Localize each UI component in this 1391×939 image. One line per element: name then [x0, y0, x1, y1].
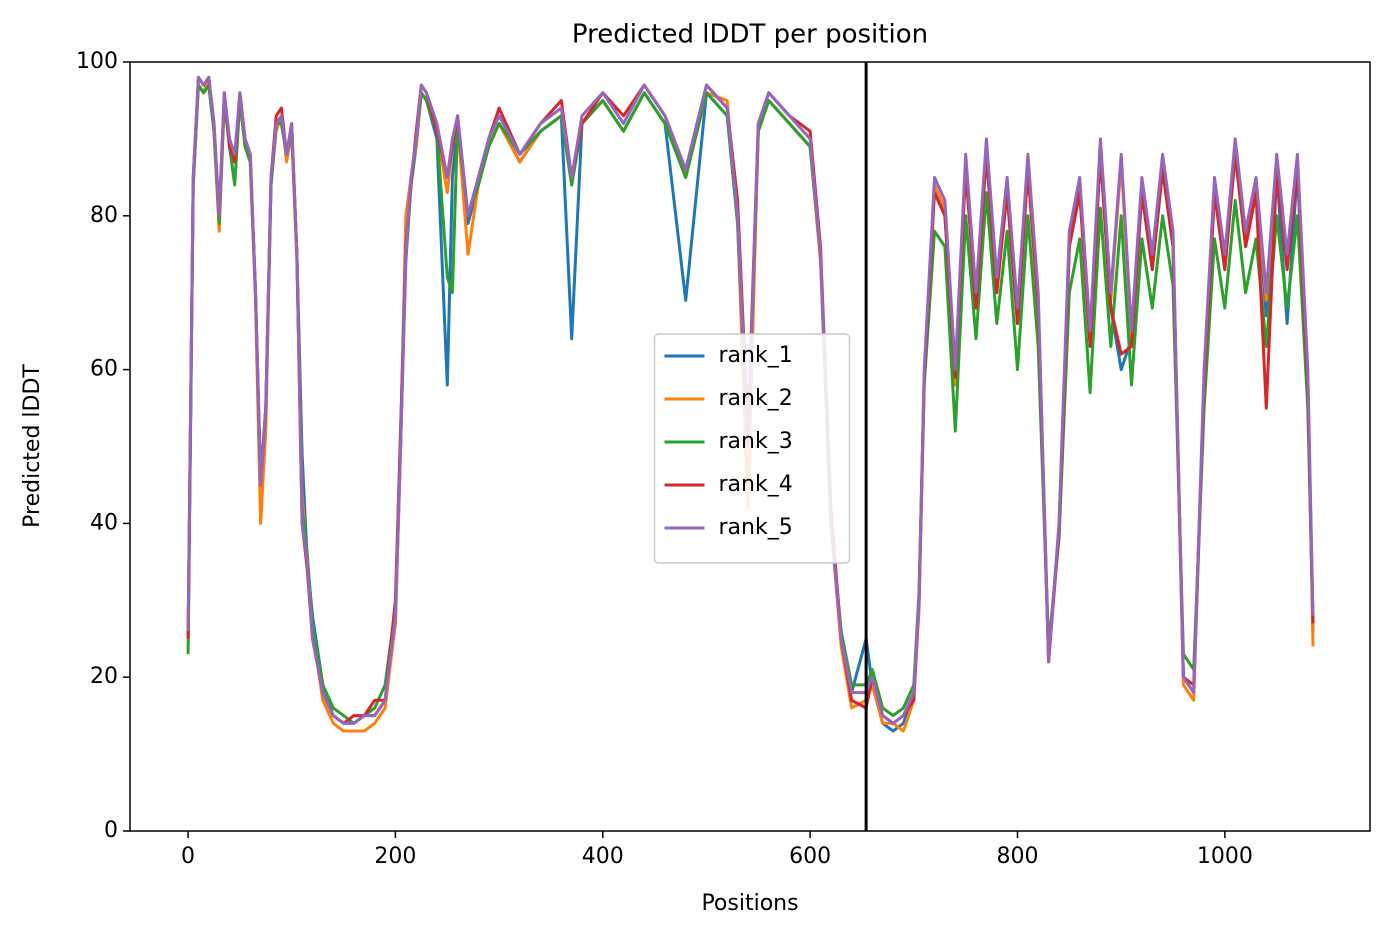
- x-axis-label: Positions: [701, 891, 798, 916]
- x-tick-label: 1000: [1197, 844, 1253, 869]
- legend-box: [653, 333, 851, 564]
- legend-label: rank_2: [719, 386, 793, 411]
- y-tick-label: 0: [104, 818, 118, 843]
- y-tick-label: 80: [90, 203, 118, 228]
- x-tick-label: 400: [582, 844, 624, 869]
- y-tick-label: 60: [90, 357, 118, 382]
- y-tick-label: 100: [76, 49, 118, 74]
- x-tick-label: 600: [789, 844, 831, 869]
- series-line: [186, 75, 1315, 725]
- x-tick-label: 0: [181, 844, 195, 869]
- chart-title: Predicted lDDT per position: [572, 20, 928, 50]
- legend: rank_1 rank_2 rank_3 rank_4 rank_5: [653, 333, 851, 564]
- legend-label: rank_1: [719, 343, 793, 368]
- x-tick-label: 800: [996, 844, 1038, 869]
- x-tick-label: 200: [374, 844, 416, 869]
- plot-lines: [186, 75, 1315, 733]
- legend-label: rank_4: [719, 472, 793, 497]
- plot-frame: [129, 61, 1371, 832]
- y-tick-label: 20: [90, 664, 118, 689]
- y-tick-label: 40: [90, 510, 118, 535]
- legend-label: rank_3: [719, 429, 793, 454]
- y-axis-label: Predicted lDDT: [20, 364, 45, 528]
- legend-label: rank_5: [719, 515, 793, 540]
